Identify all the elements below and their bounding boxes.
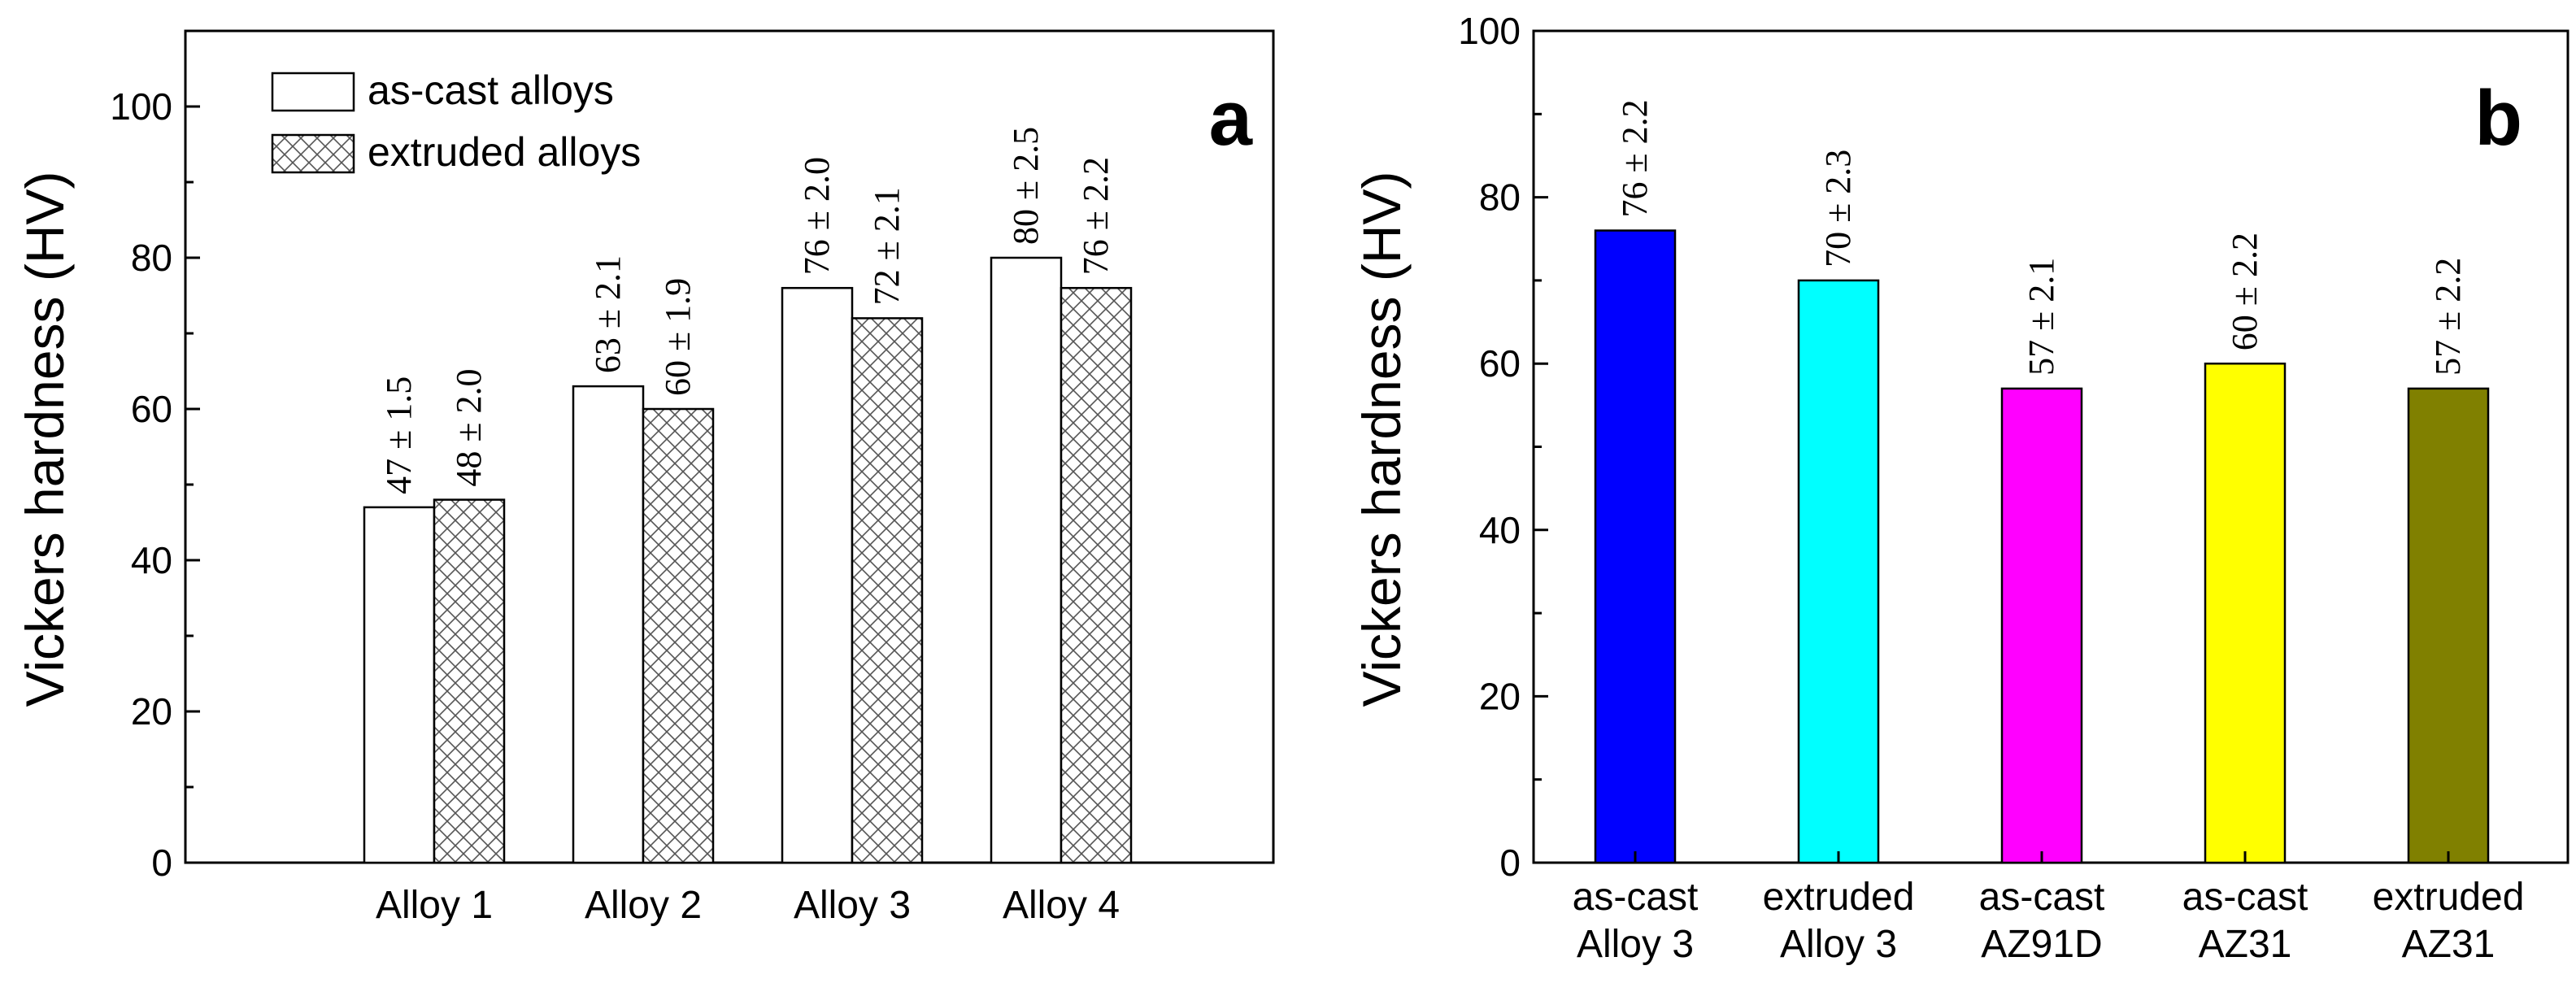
panel-b-y-axis-title: Vickers hardness (HV)	[1351, 171, 1412, 707]
panel-a-y-axis-title: Vickers hardness (HV)	[15, 171, 75, 707]
legend-swatch-extruded	[271, 133, 355, 174]
panel-b-value-label: 57 ± 2.1	[2021, 258, 2061, 376]
panel-a-legend: as-cast alloys extruded alloys	[271, 67, 641, 175]
panel-b-y-tick-label: 80	[1479, 176, 1521, 219]
panel-b-x-tick-label: extruded	[2373, 876, 2525, 919]
panel-a-bar-as-cast	[990, 256, 1063, 864]
panel-a-value-label: 63 ± 2.1	[588, 255, 628, 373]
panel-a-bar-as-cast	[363, 506, 436, 864]
legend-swatch-as-cast	[271, 72, 355, 112]
legend-label-as-cast: as-cast alloys	[368, 67, 614, 113]
panel-a-letter: a	[1209, 75, 1253, 162]
panel-b-letter: b	[2474, 75, 2522, 162]
panel-a-value-label: 60 ± 1.9	[658, 278, 698, 396]
panel-b-y-tick-label: 20	[1479, 675, 1521, 717]
panel-b-x-tick-label: as-cast	[1979, 876, 2105, 919]
panel-b-x-tick-label: as-cast	[2182, 876, 2308, 919]
panel-b-bar	[2204, 362, 2287, 864]
panel-a-bar-as-cast	[781, 286, 854, 864]
panel-a-bar-extruded	[851, 317, 924, 864]
panel-b-y-tick-label: 60	[1479, 342, 1521, 385]
panel-a-y-tick-label: 60	[131, 388, 172, 430]
panel-b-y-tick-label: 100	[1458, 10, 1521, 52]
panel-b-bar	[2000, 387, 2083, 864]
panel-b-y-tick-label: 0	[1499, 842, 1521, 884]
panel-b-value-label: 57 ± 2.2	[2428, 258, 2468, 376]
panel-b-value-label: 76 ± 2.2	[1615, 99, 1655, 217]
panel-a-y-tick-label: 0	[151, 842, 172, 884]
panel-b-value-label: 60 ± 2.2	[2225, 233, 2265, 350]
panel-a-value-label: 76 ± 2.2	[1076, 157, 1116, 275]
panel-a-bar-as-cast	[572, 385, 645, 864]
panel-a-value-label: 72 ± 2.1	[867, 187, 907, 305]
panel-b-bar	[1594, 229, 1677, 864]
panel-a-x-tick-label: Alloy 3	[794, 884, 911, 927]
panel-b-bar	[1797, 279, 1880, 864]
panel-a-y-tick-label: 100	[110, 85, 172, 128]
panel-a-bar-extruded	[1060, 286, 1133, 864]
panel-b-x-tick-label: extruded	[1763, 876, 1915, 919]
panel-b-x-tick-label: Alloy 3	[1780, 923, 1897, 966]
panel-a-x-tick-label: Alloy 2	[585, 884, 702, 927]
legend-label-extruded: extruded alloys	[368, 129, 641, 175]
panel-a-value-label: 48 ± 2.0	[449, 368, 489, 486]
panel-b-chart: b Vickers hardness (HV) 0 20 40 60 80 100 76 ±…	[1351, 10, 2569, 966]
panel-a-value-label: 47 ± 1.5	[379, 376, 419, 494]
panel-a-y-tick-label: 80	[131, 237, 172, 279]
panel-b-value-label: 70 ± 2.3	[1818, 150, 1858, 267]
panel-b-x-tick-label: AZ31	[2199, 923, 2292, 966]
panel-a-plot-frame	[184, 29, 1275, 864]
panel-b-x-tick-label: Alloy 3	[1577, 923, 1694, 966]
panel-b-bar	[2407, 387, 2490, 864]
panel-a-y-tick-label: 20	[131, 690, 172, 733]
panel-a-value-label: 80 ± 2.5	[1006, 127, 1046, 245]
panel-a-y-tick-label: 40	[131, 539, 172, 581]
panel-b-x-tick-label: as-cast	[1573, 876, 1699, 919]
panel-a-chart: a Vickers hardness (HV) as-cast alloys e…	[15, 29, 1275, 927]
panel-a-value-label: 76 ± 2.0	[797, 157, 837, 275]
panel-a-bar-extruded	[642, 407, 715, 864]
panel-b-x-tick-label: AZ91D	[1981, 923, 2102, 966]
panel-b-x-tick-label: AZ31	[2402, 923, 2496, 966]
panel-a-x-tick-label: Alloy 4	[1003, 884, 1120, 927]
panel-a-x-tick-label: Alloy 1	[376, 884, 493, 927]
panel-a-bar-extruded	[433, 498, 506, 864]
panel-b-y-tick-label: 40	[1479, 509, 1521, 551]
